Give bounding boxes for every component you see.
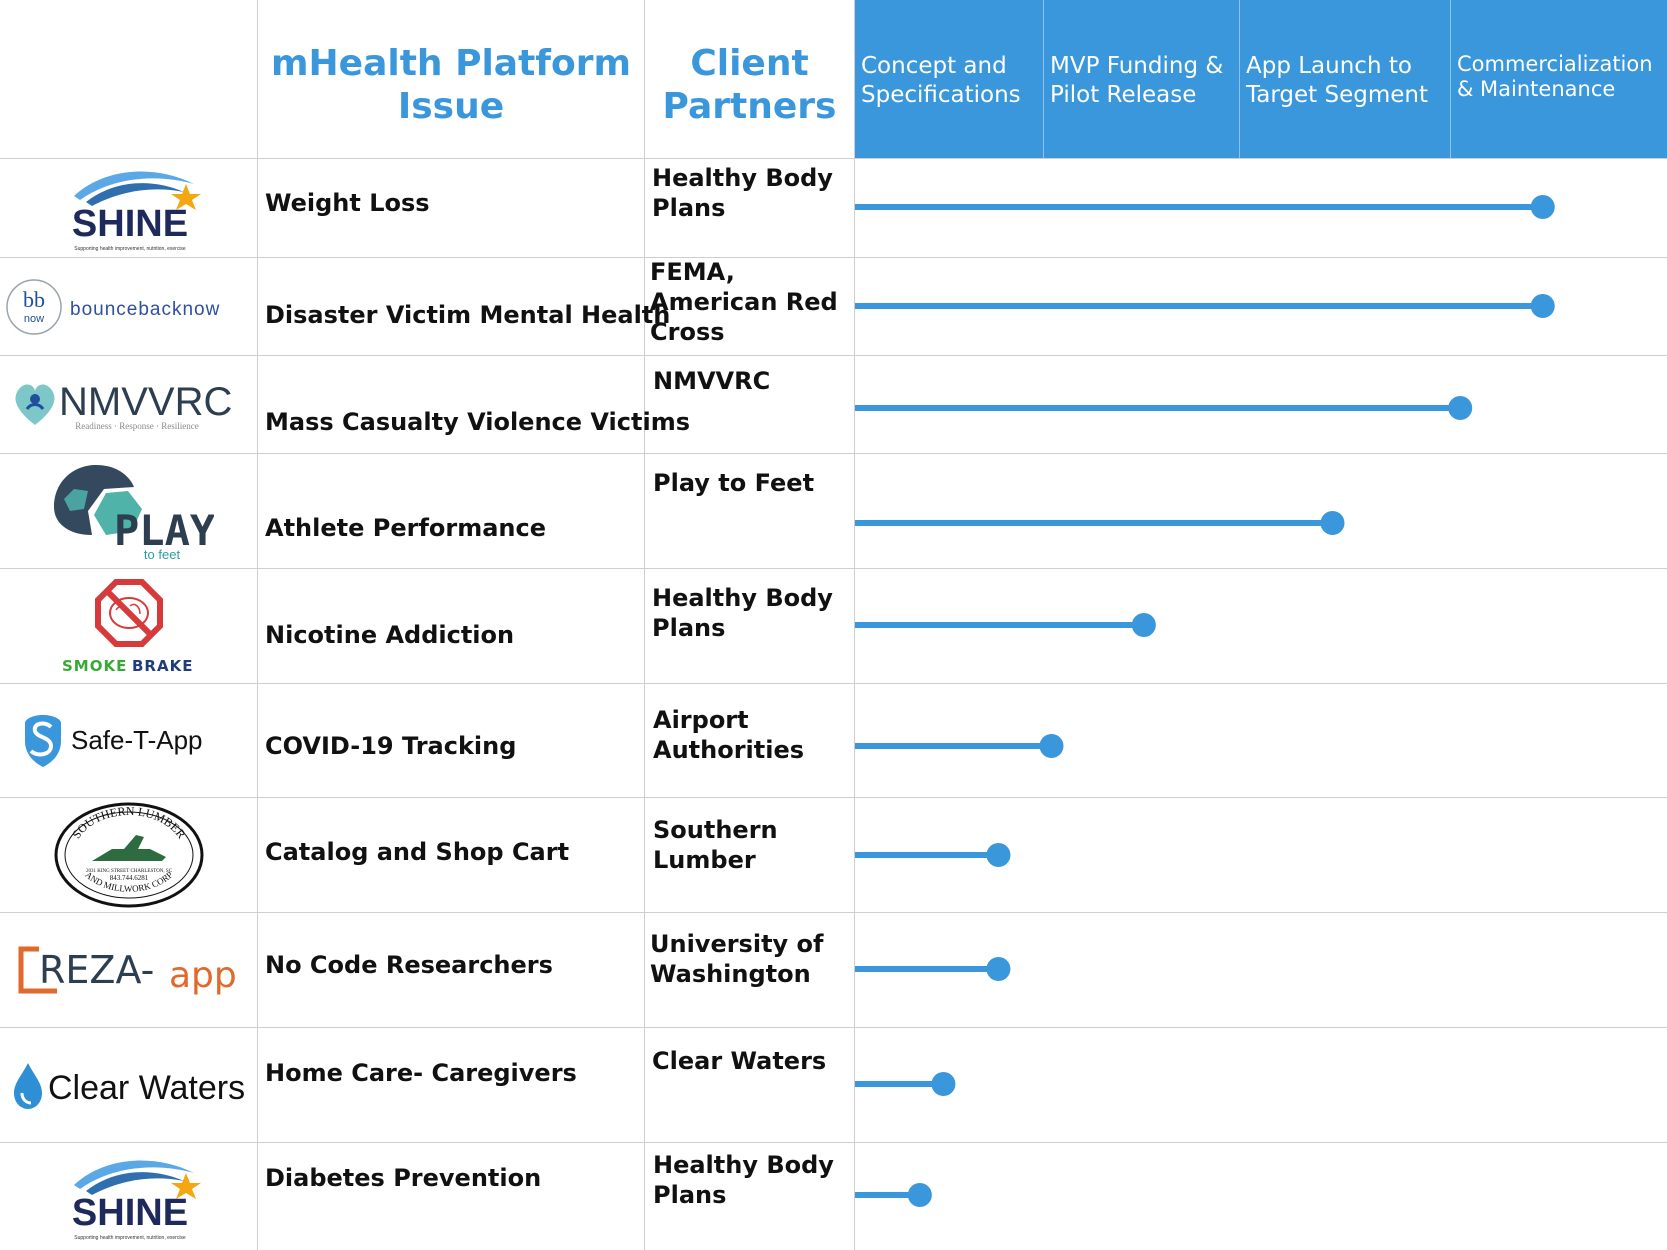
water-drop-icon: Clear Waters [13,1063,245,1109]
progress-marker-7 [986,843,1011,867]
svg-text:2031 KING STREET CHARLESTON,: 2031 KING STREET CHARLESTON, SC [85,869,172,874]
progress-marker-6 [1039,734,1064,758]
progress-marker-4 [1320,511,1345,535]
logo-clear-waters: Clear Waters [0,1028,258,1142]
svg-text:Readiness · Response · Resilie: Readiness · Response · Resilience [75,421,198,431]
issue-cell: Nicotine Addiction [258,569,645,683]
progress-marker-8 [986,957,1011,981]
svg-text:now: now [23,313,43,325]
soccer-ball-icon: PLAY to feet [53,465,214,561]
logo-southern-lumber: SOUTHERN LUMBER AND MILLWORK CORP 2031 K… [0,798,258,912]
logo-play-to-feet: PLAY to feet [0,454,258,568]
svg-text:SHINE: SHINE [71,1192,187,1234]
issue-cell: Catalog and Shop Cart [258,798,645,912]
svg-text:app: app [169,955,237,996]
table-row: SHINE Supporting health improvement, nut… [0,1142,1667,1250]
shooting-star-icon: SHINE Supporting health improvement, nut… [71,1160,201,1241]
table-row: PLAY to feet Athlete Performance Play to… [0,453,1667,568]
header-stage-launch: App Launch to Target Segment [1240,0,1451,158]
no-smoking-brain-icon: SMOKE BRAKE [62,579,193,675]
table-row: SHINE Supporting health improvement, nut… [0,158,1667,257]
issue-cell: Weight Loss [258,159,645,257]
table-row: SMOKE BRAKE Nicotine Addiction Healthy B… [0,568,1667,683]
client-cell: Airport Authorities [645,684,855,797]
header-issue: mHealth Platform Issue [258,0,645,158]
table-row: NMVVRC Readiness · Response · Resilience… [0,355,1667,453]
header-client: Client Partners [645,0,855,158]
logo-shine: SHINE Supporting health improvement, nut… [0,1143,258,1250]
client-cell: University of Washington [645,913,855,1027]
logo-shine: SHINE Supporting health improvement, nut… [0,159,258,257]
svg-text:PLAY: PLAY [114,506,214,555]
svg-text:BRAKE: BRAKE [132,657,193,675]
logo-smoke-brake: SMOKE BRAKE [0,569,258,683]
progress-marker-2 [1530,294,1555,318]
svg-text:843.744.6281: 843.744.6281 [109,874,148,882]
issue-cell: Diabetes Prevention [258,1143,645,1250]
progress-marker-5 [1131,613,1156,637]
svg-text:Supporting health improvement,: Supporting health improvement, nutrition… [74,246,186,252]
header-stage-concept: Concept and Specifications [855,0,1044,158]
header-stage-mvp: MVP Funding & Pilot Release [1044,0,1240,158]
svg-text:Clear Waters: Clear Waters [48,1069,245,1107]
svg-text:bb: bb [23,287,45,312]
header-logo-column [0,0,258,158]
shooting-star-icon: SHINE Supporting health improvement, nut… [71,171,201,252]
issue-cell: Home Care- Caregivers [258,1028,645,1142]
header-stage-commercialization: Commercialization & Maintenance [1451,0,1667,158]
client-cell: Play to Feet [645,454,855,568]
bracket-icon: REZA- app [18,946,237,996]
table-row: Clear Waters Home Care- Caregivers Clear… [0,1027,1667,1142]
svg-text:SHINE: SHINE [71,203,187,245]
client-cell: NMVVRC [645,356,855,453]
logo-nmvvrc: NMVVRC Readiness · Response · Resilience [0,356,258,453]
logo-bouncebacknow: bb now bouncebacknow [0,258,258,355]
client-cell: Healthy Body Plans [645,1143,855,1250]
issue-cell: No Code Researchers [258,913,645,1027]
table-row: Safe-T-App COVID-19 Tracking Airport Aut… [0,683,1667,797]
svg-text:to feet: to feet [143,547,180,561]
table-row: REZA- app No Code Researchers University… [0,912,1667,1027]
issue-cell: Athlete Performance [258,454,645,568]
progress-marker-3 [1448,396,1473,420]
hand-plane-icon: SOUTHERN LUMBER AND MILLWORK CORP 2031 K… [54,802,203,908]
svg-text:NMVVRC: NMVVRC [59,380,232,424]
issue-cell: Disaster Victim Mental Health [258,258,670,355]
svg-text:bouncebacknow: bouncebacknow [70,299,220,320]
client-cell: Clear Waters [645,1028,855,1142]
progress-marker-1 [1530,195,1555,219]
client-cell: Healthy Body Plans [645,159,855,257]
table-row: bb now bouncebacknow Disaster Victim Men… [0,257,1667,355]
issue-cell: COVID-19 Tracking [258,684,645,797]
logo-safe-t-app: Safe-T-App [0,684,258,797]
client-cell: FEMA, American Red Cross [645,258,855,355]
progress-marker-9 [931,1072,956,1096]
bb-now-circle-icon: bb now bouncebacknow [5,278,220,335]
svg-text:Supporting health improvement,: Supporting health improvement, nutrition… [74,1235,186,1241]
client-cell: Southern Lumber [645,798,855,912]
svg-text:Safe-T-App: Safe-T-App [71,725,203,755]
progress-marker-10 [907,1183,932,1207]
svg-text:REZA-: REZA- [39,948,154,992]
heart-people-icon: NMVVRC Readiness · Response · Resilience [15,380,232,431]
safe-t-shield-icon: Safe-T-App [24,714,203,767]
table-row: SOUTHERN LUMBER AND MILLWORK CORP 2031 K… [0,797,1667,912]
client-cell: Healthy Body Plans [645,569,855,683]
svg-text:SMOKE: SMOKE [62,657,127,675]
logo-reza-app: REZA- app [0,913,258,1027]
issue-cell: Mass Casualty Violence Victims [258,356,690,453]
